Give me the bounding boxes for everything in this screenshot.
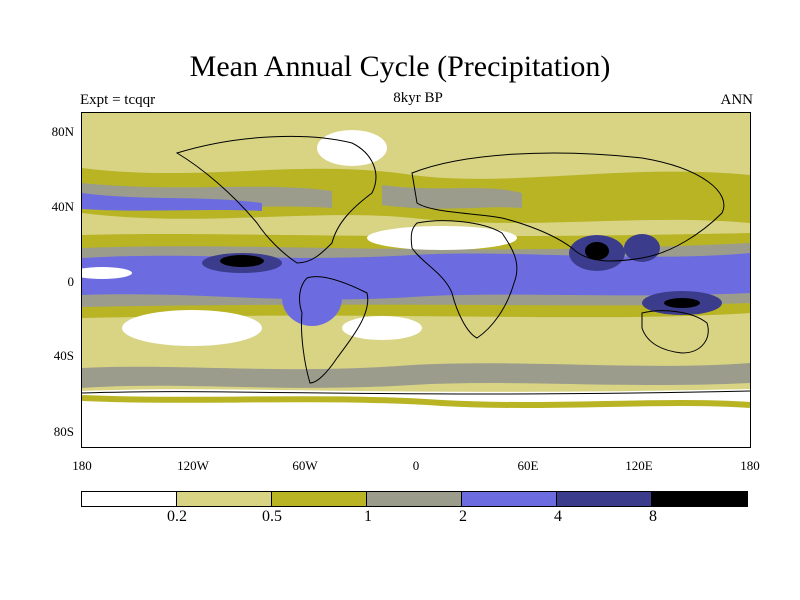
maritime-continent-max xyxy=(664,298,700,308)
colorbar-seg-4 xyxy=(367,492,462,506)
greenland-dry xyxy=(317,130,387,166)
colorbar xyxy=(81,491,748,507)
colorbar-seg-1 xyxy=(82,492,177,506)
lon-label-0: 0 xyxy=(412,458,420,473)
african-rain xyxy=(397,256,487,280)
lat-label-40s: 40S xyxy=(53,348,74,363)
east-pacific-cold-tongue xyxy=(82,267,132,279)
east-asia-monsoon xyxy=(624,234,660,262)
east-pacific-max xyxy=(220,255,264,267)
lon-label-120e: 120E xyxy=(625,458,653,473)
colorbar-seg-2 xyxy=(177,492,272,506)
colorbar-label-4: 4 xyxy=(554,508,562,525)
colorbar-seg-6 xyxy=(557,492,652,506)
colorbar-label-0-2: 0.2 xyxy=(167,508,187,525)
arctic-band xyxy=(82,113,750,173)
antarctic-coast-band xyxy=(82,395,750,408)
colorbar-seg-3 xyxy=(272,492,367,506)
se-pacific-dry xyxy=(122,310,262,346)
coastlines xyxy=(82,135,750,395)
colorbar-label-1: 1 xyxy=(364,508,372,525)
amazon-rain xyxy=(282,270,342,326)
pacific-storm-track xyxy=(82,193,262,211)
lon-label-180w: 180 xyxy=(72,458,92,473)
colorbar-label-2: 2 xyxy=(459,508,467,525)
lat-label-0: 0 xyxy=(67,274,75,289)
indian-monsoon-max xyxy=(585,242,609,260)
lon-label-180e: 180 xyxy=(740,458,760,473)
se-atlantic-dry xyxy=(342,316,422,340)
lat-label-80n: 80N xyxy=(51,124,74,139)
colorbar-seg-5 xyxy=(462,492,557,506)
precipitation-map xyxy=(81,112,751,448)
map-canvas xyxy=(82,113,750,447)
southern-storm-band xyxy=(82,363,750,388)
colorbar-label-0-5: 0.5 xyxy=(262,508,282,525)
sahara-dry xyxy=(367,226,517,250)
lon-label-60e: 60E xyxy=(517,458,539,473)
experiment-label: Expt = tcqqr xyxy=(80,92,156,108)
lat-label-40n: 40N xyxy=(51,199,74,214)
lat-label-80s: 80S xyxy=(53,424,74,439)
season-label: ANN xyxy=(720,92,754,108)
plot-title: Mean Annual Cycle (Precipitation) xyxy=(189,50,611,83)
colorbar-label-8: 8 xyxy=(649,508,657,525)
plot-subtitle: 8kyr BP xyxy=(393,90,443,106)
colorbar-seg-7 xyxy=(652,492,747,506)
lon-label-120w: 120W xyxy=(177,458,209,473)
lon-label-60w: 60W xyxy=(292,458,318,473)
